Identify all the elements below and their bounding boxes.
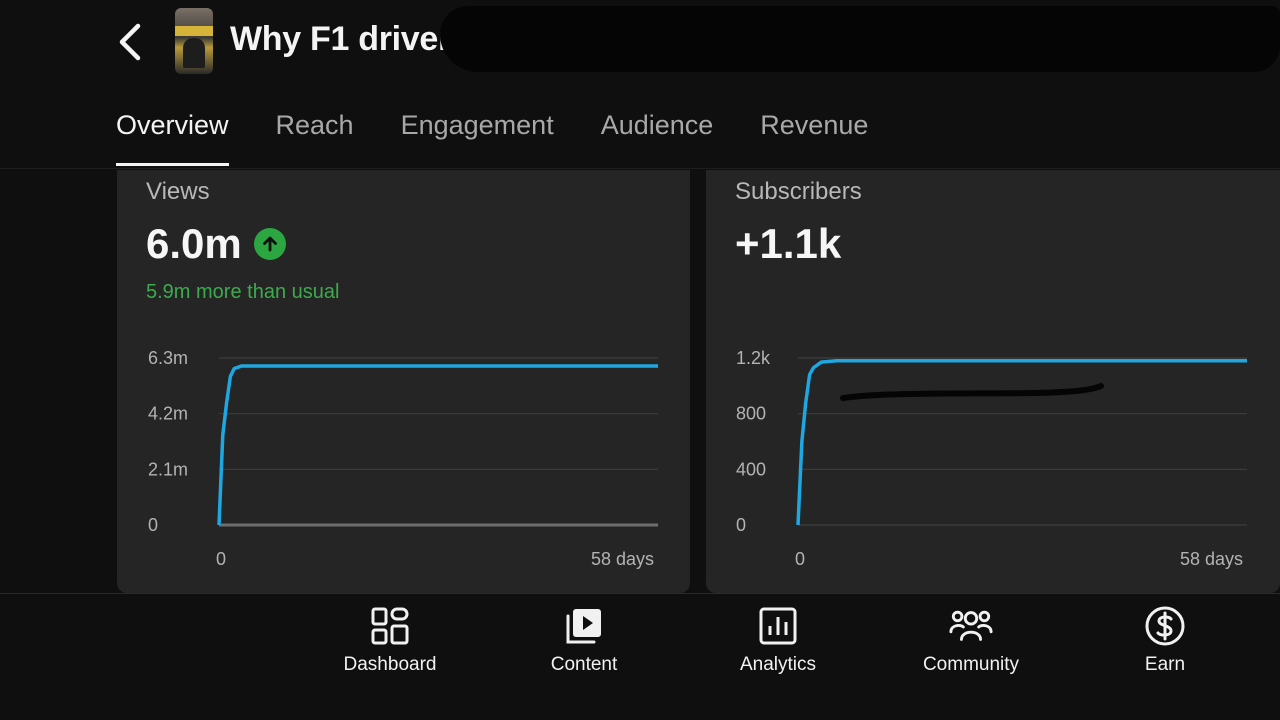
views-card[interactable]: Views 6.0m 5.9m more than usual 0 2.1m 4.2…	[117, 170, 690, 593]
redaction-mark	[440, 6, 1280, 72]
views-card-title: Views	[146, 178, 210, 205]
x-tick-label: 58 days	[591, 549, 654, 569]
y-tick-label: 400	[736, 459, 766, 479]
x-tick-label: 0	[795, 549, 805, 569]
y-tick-label: 4.2m	[148, 404, 188, 424]
video-thumbnail[interactable]	[175, 8, 213, 74]
nav-earn[interactable]: Earn	[1095, 604, 1235, 676]
subscribers-card-value-row: +1.1k	[735, 220, 841, 268]
video-title: Why F1 drivers	[230, 20, 470, 58]
video-header: Why F1 drivers	[0, 0, 1280, 90]
y-tick-label: 6.3m	[148, 348, 188, 368]
nav-dashboard-label: Dashboard	[343, 654, 437, 675]
nav-community-label: Community	[922, 654, 1020, 675]
analytics-icon	[756, 604, 800, 648]
chevron-left-icon	[119, 23, 141, 61]
scribble-annotation	[840, 383, 1104, 401]
y-tick-label: 0	[736, 515, 746, 535]
subscribers-card-title: Subscribers	[735, 178, 862, 205]
views-comparison-note: 5.9m more than usual	[146, 281, 340, 303]
x-tick-label: 58 days	[1180, 549, 1243, 569]
tab-reach[interactable]: Reach	[275, 110, 354, 140]
y-tick-label: 2.1m	[148, 459, 188, 479]
nav-dashboard[interactable]: Dashboard	[320, 604, 460, 676]
y-tick-label: 0	[148, 515, 158, 535]
y-tick-label: 800	[736, 404, 766, 424]
series-line	[217, 364, 658, 526]
nav-content-label: Content	[550, 654, 618, 675]
dashboard-icon	[368, 604, 412, 648]
views-value: 6.0m	[146, 220, 242, 267]
arrow-up-icon	[253, 228, 286, 260]
subscribers-card[interactable]: Subscribers +1.1k 0 400 800 1.2k 0 58 days	[706, 170, 1280, 593]
tabs-divider	[0, 168, 1280, 169]
nav-content[interactable]: Content	[514, 604, 654, 676]
nav-analytics-label: Analytics	[739, 654, 817, 675]
y-tick-label: 1.2k	[736, 348, 771, 368]
nav-community[interactable]: Community	[901, 604, 1041, 676]
analytics-tabs: Overview Reach Engagement Audience Reven…	[116, 100, 868, 168]
tab-overview[interactable]: Overview	[116, 100, 229, 166]
views-chart: 0 2.1m 4.2m 6.3m 0 58 days	[148, 348, 658, 569]
bottom-navigation: Dashboard Content Analytics	[0, 593, 1280, 720]
tab-revenue[interactable]: Revenue	[760, 110, 869, 140]
nav-analytics[interactable]: Analytics	[708, 604, 848, 676]
subscribers-chart: 0 400 800 1.2k 0 58 days	[736, 348, 1247, 569]
series-line	[796, 359, 1247, 526]
back-button[interactable]	[110, 20, 150, 64]
tab-engagement[interactable]: Engagement	[400, 110, 554, 140]
earn-icon	[1143, 604, 1187, 648]
content-icon	[562, 604, 606, 648]
subscribers-value: +1.1k	[735, 220, 842, 267]
views-card-value-row: 6.0m	[146, 220, 286, 268]
nav-earn-label: Earn	[1144, 654, 1186, 675]
community-icon	[949, 604, 993, 648]
x-tick-label: 0	[216, 549, 226, 569]
tab-audience[interactable]: Audience	[600, 110, 714, 140]
